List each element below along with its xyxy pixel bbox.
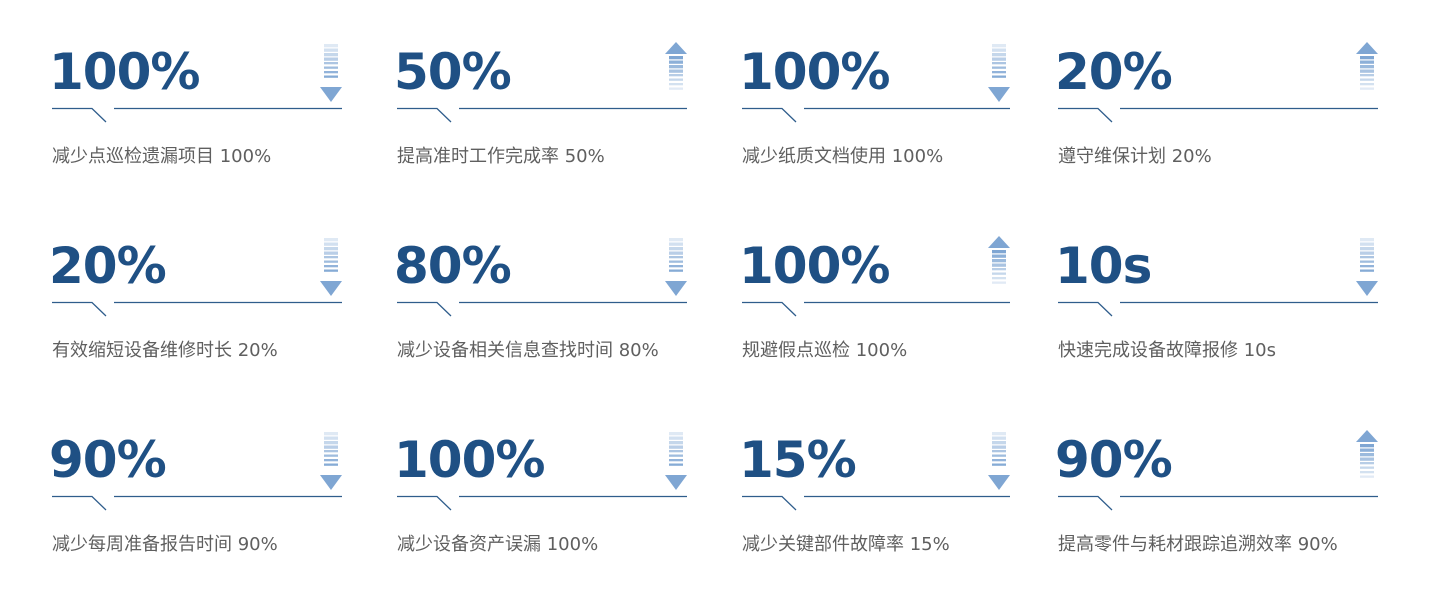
arrow-down-icon — [320, 238, 342, 296]
underline-decoration — [397, 238, 687, 317]
arrow-down-icon — [665, 238, 687, 296]
stat-label: 快速完成设备故障报修 10s — [1058, 340, 1277, 361]
stat-label: 提高准时工作完成率 50% — [397, 146, 605, 167]
stat-value: 100% — [394, 431, 545, 489]
stat-value: 100% — [739, 237, 890, 295]
arrow-down-icon — [320, 432, 342, 490]
stat-card: 100% 减少点巡检遗漏项目 100% — [49, 34, 342, 174]
underline-decoration — [1058, 238, 1378, 317]
arrow-up-icon — [1356, 42, 1378, 90]
underline-decoration — [397, 42, 687, 123]
underline-decoration — [742, 432, 1010, 511]
stat-value: 50% — [394, 43, 512, 101]
stat-value: 20% — [49, 237, 167, 295]
stat-card: 20% 有效缩短设备维修时长 20% — [49, 228, 342, 368]
stat-value: 10s — [1055, 237, 1152, 295]
stat-card: 20% 遵守维保计划 20% — [1055, 34, 1378, 174]
stat-card: 10s 快速完成设备故障报修 10s — [1055, 228, 1378, 368]
stat-card: 90% 减少每周准备报告时间 90% — [49, 422, 342, 562]
stat-value: 90% — [1055, 431, 1173, 489]
underline-decoration — [52, 44, 342, 123]
stat-value: 90% — [49, 431, 167, 489]
stat-card: 50% 提高准时工作完成率 50% — [394, 34, 687, 174]
underline-decoration — [52, 432, 342, 511]
arrow-down-icon — [320, 44, 342, 102]
stat-card: 100% 减少设备资产误漏 100% — [394, 422, 687, 562]
underline-decoration — [742, 236, 1010, 317]
stat-label: 减少每周准备报告时间 90% — [52, 534, 278, 555]
stat-card: 90% 提高零件与耗材跟踪追溯效率 90% — [1055, 422, 1378, 562]
stat-label: 减少设备资产误漏 100% — [397, 534, 599, 555]
arrow-down-icon — [1356, 238, 1378, 296]
stat-label: 减少关键部件故障率 15% — [742, 534, 950, 555]
stat-label: 遵守维保计划 20% — [1058, 146, 1212, 167]
stat-label: 有效缩短设备维修时长 20% — [52, 340, 278, 361]
arrow-up-icon — [1356, 430, 1378, 478]
stat-label: 减少设备相关信息查找时间 80% — [397, 340, 659, 361]
arrow-down-icon — [665, 432, 687, 490]
arrow-down-icon — [988, 432, 1010, 490]
stat-card: 80% 减少设备相关信息查找时间 80% — [394, 228, 687, 368]
stat-label: 减少纸质文档使用 100% — [742, 146, 944, 167]
stat-value: 20% — [1055, 43, 1173, 101]
underline-decoration — [1058, 430, 1378, 511]
stat-value: 15% — [739, 431, 857, 489]
stat-card: 100% 规避假点巡检 100% — [739, 228, 1010, 368]
arrow-down-icon — [988, 44, 1010, 102]
stat-card: 15% 减少关键部件故障率 15% — [739, 422, 1010, 562]
stat-value: 80% — [394, 237, 512, 295]
stat-label: 提高零件与耗材跟踪追溯效率 90% — [1058, 534, 1338, 555]
stat-label: 规避假点巡检 100% — [742, 340, 908, 361]
arrow-up-icon — [988, 236, 1010, 284]
stat-label: 减少点巡检遗漏项目 100% — [52, 146, 272, 167]
arrow-up-icon — [665, 42, 687, 90]
underline-decoration — [397, 432, 687, 511]
underline-decoration — [742, 44, 1010, 123]
underline-decoration — [52, 238, 342, 317]
underline-decoration — [1058, 42, 1378, 123]
stat-value: 100% — [739, 43, 890, 101]
stat-card: 100% 减少纸质文档使用 100% — [739, 34, 1010, 174]
stat-value: 100% — [49, 43, 200, 101]
